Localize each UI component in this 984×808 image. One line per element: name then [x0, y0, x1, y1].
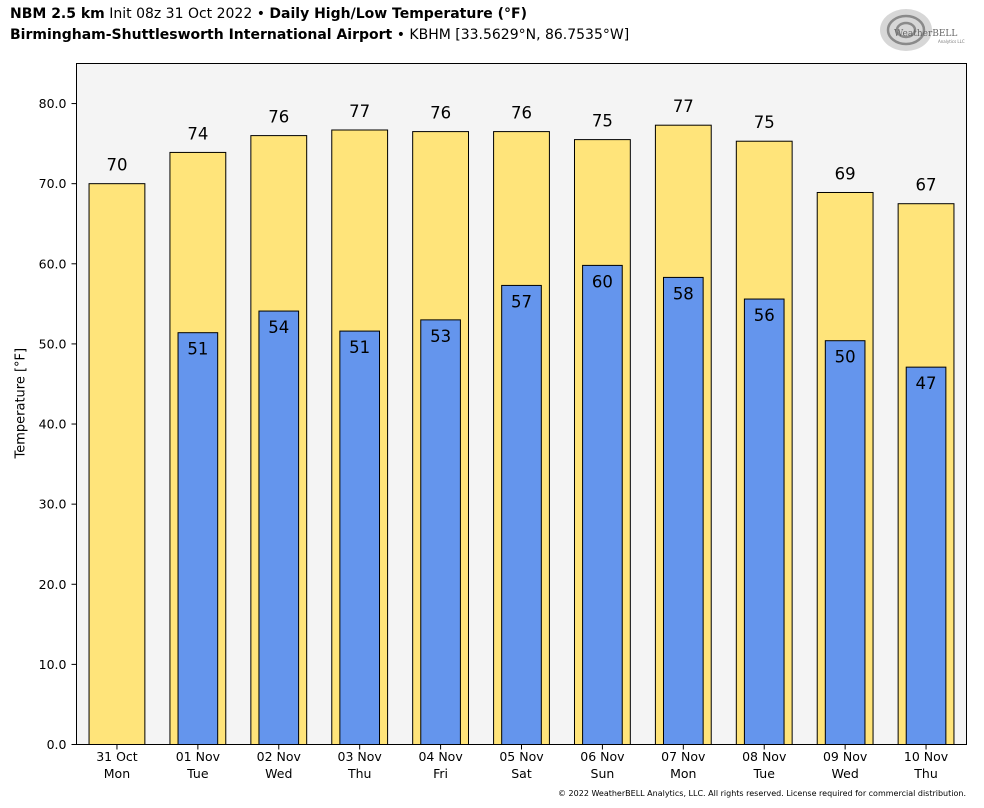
x-tick-label-weekday: Thu	[913, 766, 937, 781]
y-tick-label: 30.0	[39, 497, 67, 512]
x-tick-label-weekday: Thu	[347, 766, 371, 781]
y-tick-label: 60.0	[39, 256, 67, 271]
chart-title-line-1: NBM 2.5 km Init 08z 31 Oct 2022 • Daily …	[10, 6, 527, 22]
y-axis-label: Temperature [°F]	[13, 347, 29, 459]
x-tick-label-weekday: Tue	[186, 766, 209, 781]
x-tick-label-date: 31 Oct	[96, 749, 138, 764]
init-time: Init 08z 31 Oct 2022	[109, 6, 253, 22]
low-temp-label: 47	[916, 374, 937, 393]
high-temp-label: 76	[430, 104, 451, 123]
value-labels: 70 74 76 77 76 76 75 77 75 69 67 51 54 51 53 57 60 58 56 50…	[106, 97, 936, 393]
high-temp-label: 76	[511, 104, 532, 123]
logo-subtext: Analytics LLC	[938, 39, 965, 44]
x-tick-label-weekday: Mon	[104, 766, 130, 781]
low-temp-bar	[339, 330, 381, 745]
x-tick-label-date: 09 Nov	[823, 749, 868, 764]
chart-title-line-2: Birmingham-Shuttlesworth International A…	[10, 27, 629, 43]
x-tick-label-date: 08 Nov	[742, 749, 787, 764]
weatherbell-logo: WeatherBELL Analytics LLC	[878, 6, 968, 54]
low-temp-bar	[420, 319, 461, 745]
y-tick-label: 20.0	[39, 577, 67, 592]
station-info: KBHM [33.5629°N, 86.7535°W]	[409, 27, 630, 43]
x-axis: 31 Oct Mon 01 Nov Tue 02 Nov Wed 03 Nov Thu 04 N…	[96, 744, 949, 781]
bars	[88, 124, 955, 746]
x-tick-label-weekday: Tue	[753, 766, 776, 781]
low-temp-bar	[905, 366, 947, 745]
station-name: Birmingham-Shuttlesworth International A…	[10, 27, 393, 43]
y-tick-label: 50.0	[39, 336, 67, 351]
x-tick-label-date: 02 Nov	[257, 749, 302, 764]
low-temp-label: 53	[430, 327, 451, 346]
x-tick-label-weekday: Fri	[433, 766, 448, 781]
low-temp-label: 50	[835, 348, 856, 367]
title-separator: •	[256, 6, 265, 22]
x-tick-label-weekday: Wed	[832, 766, 859, 781]
y-tick-label: 10.0	[39, 657, 67, 672]
low-temp-bar	[662, 276, 704, 745]
logo-text: WeatherBELL	[894, 29, 957, 39]
high-temp-label: 69	[835, 164, 856, 183]
y-tick-label: 40.0	[39, 417, 67, 432]
y-axis: 0.0 10.0 20.0 30.0 40.0 50.0 60.0 70.0 80.0	[39, 96, 77, 752]
x-tick-label-date: 10 Nov	[904, 749, 949, 764]
copyright-notice: © 2022 WeatherBELL Analytics, LLC. All r…	[558, 789, 966, 798]
y-tick-label: 80.0	[39, 96, 67, 111]
x-tick-label-weekday: Sat	[511, 766, 532, 781]
low-temp-label: 56	[754, 306, 775, 325]
low-temp-label: 60	[592, 272, 613, 291]
low-temp-bar	[177, 332, 219, 745]
x-tick-label-date: 01 Nov	[176, 749, 221, 764]
high-temp-label: 75	[592, 112, 613, 131]
model-name: NBM 2.5 km	[10, 6, 105, 22]
high-temp-label: 70	[106, 156, 127, 175]
low-temp-label: 54	[268, 318, 289, 337]
low-temp-bar	[743, 298, 785, 745]
high-temp-label: 77	[349, 102, 370, 121]
low-temp-bar	[824, 340, 866, 745]
x-tick-label-date: 07 Nov	[661, 749, 706, 764]
product-name: Daily High/Low Temperature (°F)	[269, 6, 527, 22]
x-tick-label-weekday: Wed	[265, 766, 292, 781]
low-temp-label: 51	[187, 340, 208, 359]
low-temp-bar	[258, 310, 300, 745]
low-temp-bar	[582, 264, 623, 745]
x-tick-label-date: 06 Nov	[580, 749, 625, 764]
high-temp-label: 76	[268, 108, 289, 127]
x-tick-label-date: 04 Nov	[418, 749, 463, 764]
low-temp-label: 51	[349, 338, 370, 357]
high-temp-label: 67	[916, 176, 937, 195]
y-tick-label: 70.0	[39, 176, 67, 191]
x-tick-label-weekday: Mon	[670, 766, 696, 781]
title-separator: •	[396, 27, 405, 43]
low-temp-label: 58	[673, 284, 694, 303]
high-temp-label: 77	[673, 97, 694, 116]
low-temp-label: 57	[511, 292, 532, 311]
x-tick-label-date: 05 Nov	[499, 749, 544, 764]
low-temp-bar	[501, 284, 542, 745]
high-temp-bar	[88, 183, 146, 746]
x-tick-label-date: 03 Nov	[338, 749, 383, 764]
x-tick-label-weekday: Sun	[591, 766, 615, 781]
high-temp-label: 75	[754, 113, 775, 132]
high-temp-label: 74	[187, 124, 208, 143]
y-tick-label: 0.0	[47, 737, 67, 752]
